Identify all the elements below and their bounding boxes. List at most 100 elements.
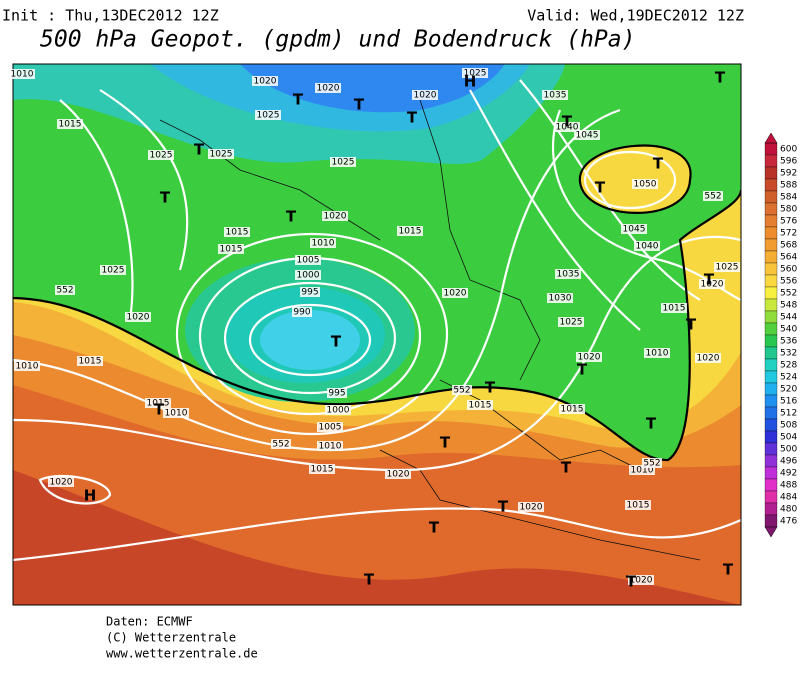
pressure-center: T — [364, 571, 375, 589]
isobar-label-bg — [699, 279, 725, 289]
pressure-center: T — [653, 155, 664, 173]
isobar-label: 1025 — [716, 263, 739, 273]
colorbar-swatch — [764, 514, 778, 528]
footer-line: Daten: ECMWF — [106, 615, 193, 629]
footer-line: www.wetterzentrale.de — [106, 647, 258, 661]
colorbar-swatch — [764, 286, 778, 300]
isobar-label-bg — [558, 317, 584, 327]
isobar-label-bg — [330, 157, 356, 167]
isobar-label-bg — [559, 404, 585, 414]
isobar-label-bg — [315, 83, 341, 93]
isobar-label-bg — [661, 303, 687, 313]
isobar-label: 552 — [56, 286, 73, 296]
isobar-label: 1010 — [165, 409, 188, 419]
isobar-label-bg — [397, 226, 423, 236]
isobar-label: 1000 — [327, 406, 350, 416]
isobar-label-bg — [467, 400, 493, 410]
isobar-label: 1025 — [257, 111, 280, 121]
isobar-label: 1020 — [324, 212, 347, 222]
colorbar-swatch — [764, 190, 778, 204]
colorbar-label: 572 — [780, 229, 797, 239]
isobar-label-bg — [271, 439, 291, 449]
isobar-label: 1005 — [297, 256, 320, 266]
isobar-label-bg — [628, 575, 654, 585]
colorbar-label: 496 — [780, 457, 797, 467]
isobar-label: 1010 — [646, 349, 669, 359]
isobar-label: 1010 — [16, 362, 39, 372]
colorbar-label: 528 — [780, 361, 797, 371]
isobar-label-bg — [621, 224, 647, 234]
isobar-label-bg — [125, 312, 151, 322]
colorbar-swatch — [764, 346, 778, 360]
isobar-label-bg — [714, 262, 740, 272]
colorbar-label: 524 — [780, 373, 797, 383]
colorbar-label: 484 — [780, 493, 797, 503]
isobar-label: 1015 — [627, 501, 650, 511]
colorbar-swatch — [764, 262, 778, 276]
colorbar-label: 476 — [780, 517, 797, 527]
colorbar: 600 596 592 588 584 580 576 572 568 564 560 556 552 5… — [764, 142, 797, 528]
isobar-label: 1025 — [464, 69, 487, 79]
isobar-label-bg — [625, 500, 651, 510]
pressure-center: T — [286, 208, 297, 226]
colorbar-swatch — [764, 178, 778, 192]
pressure-center: T — [686, 316, 697, 334]
isobar-label: 1015 — [226, 228, 249, 238]
pressure-center: T — [626, 573, 637, 591]
colorbar-label: 568 — [780, 241, 797, 251]
isobar-label-bg — [163, 408, 189, 418]
isobar-label-bg — [255, 110, 281, 120]
isobar-label: 1020 — [50, 478, 73, 488]
pressure-center: T — [723, 561, 734, 579]
colorbar-swatch — [764, 370, 778, 384]
isobar-label-bg — [629, 465, 655, 475]
isobar-label-bg — [48, 477, 74, 487]
pressure-center: T — [331, 333, 342, 351]
footer-line: (C) Wetterzentrale — [106, 631, 236, 645]
pressure-center: T — [293, 91, 304, 109]
isobar-label: 1020 — [520, 503, 543, 513]
isobar-label: 1020 — [578, 353, 601, 363]
isobar-label: 1040 — [636, 242, 659, 252]
pressure-center: T — [440, 434, 451, 452]
colorbar-label: 580 — [780, 205, 797, 215]
isobar-label: 1035 — [557, 270, 580, 280]
isobar-label: 1020 — [414, 91, 437, 101]
isobar-label-bg — [14, 361, 40, 371]
colorbar-swatch — [764, 142, 778, 156]
colorbar-label: 488 — [780, 481, 797, 491]
colorbar-label: 576 — [780, 217, 797, 227]
colorbar-label: 492 — [780, 469, 797, 479]
isobar-label: 1015 — [469, 401, 492, 411]
isobar-label-bg — [218, 244, 244, 254]
colorbar-swatch — [764, 358, 778, 372]
pressure-center: T — [562, 113, 573, 131]
isobar-label-bg — [295, 270, 321, 280]
colorbar-label: 544 — [780, 313, 797, 323]
colorbar-swatch — [764, 418, 778, 432]
map-frame — [12, 63, 742, 606]
isobar-label-bg — [554, 122, 580, 132]
isobar-label: 1030 — [549, 294, 572, 304]
isobar-label: 1005 — [319, 423, 342, 433]
isobar-label-bg — [100, 265, 126, 275]
isobar-label: 1015 — [663, 304, 686, 314]
colorbar-swatch — [764, 478, 778, 492]
map-field — [13, 64, 741, 605]
isobar-label-bg — [224, 227, 250, 237]
colorbar-label: 500 — [780, 445, 797, 455]
isobar-label-bg — [452, 385, 472, 395]
isobar-label: 1020 — [444, 289, 467, 299]
colorbar-label: 592 — [780, 169, 797, 179]
colorbar-label: 504 — [780, 433, 797, 443]
pressure-center: T — [561, 459, 572, 477]
colorbar-label: 548 — [780, 301, 797, 311]
isobar-label-bg — [542, 90, 568, 100]
isobar-label-bg — [317, 422, 343, 432]
isobar-label: 1010 — [11, 70, 34, 80]
pressure-center: T — [715, 69, 726, 87]
isobar-label: 1035 — [544, 91, 567, 101]
isobar-label-bg — [322, 211, 348, 221]
isobar-label: 1020 — [254, 77, 277, 87]
